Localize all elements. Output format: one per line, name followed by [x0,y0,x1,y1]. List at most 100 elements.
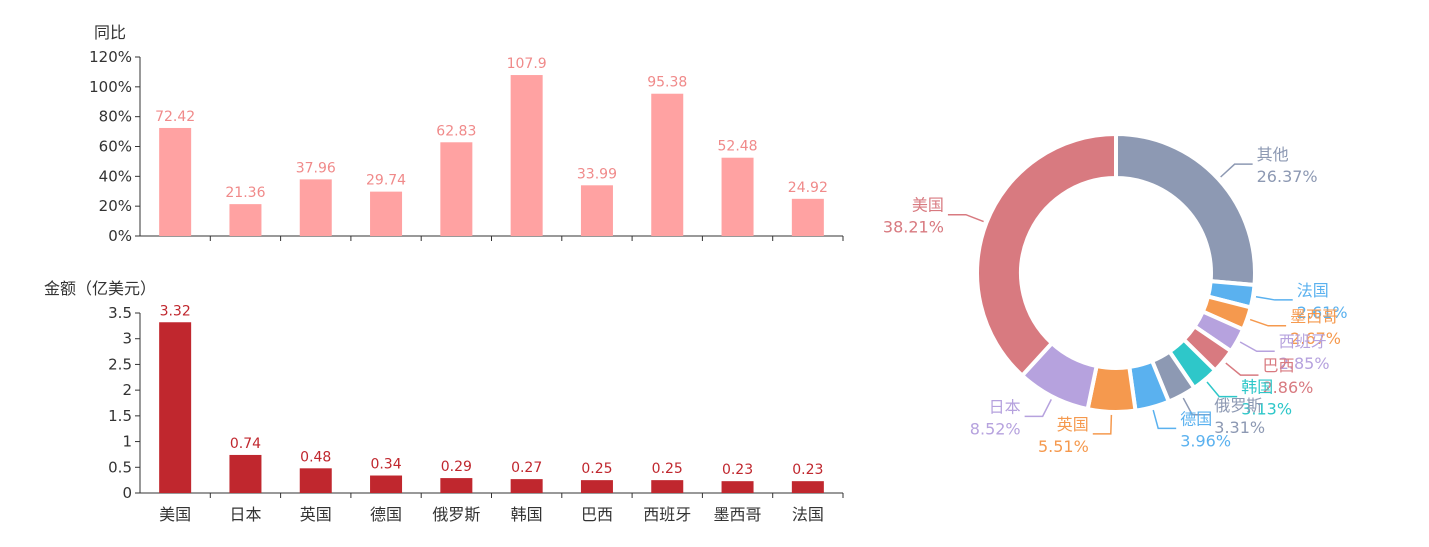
y-tick-label: 120% [89,48,132,66]
bar [299,179,332,236]
slice-name-label: 法国 [1297,281,1329,300]
leader-line [1024,399,1052,418]
bar [510,75,543,236]
leader-line [1206,381,1238,398]
x-tick-label: 日本 [229,505,261,524]
y-axis-title: 同比 [94,23,126,42]
bar-value-label: 37.96 [296,160,336,176]
slice-percent-label: 2.67% [1290,329,1341,348]
slice-name-label: 其他 [1257,145,1289,164]
bar-value-label: 3.32 [160,303,191,319]
slice-percent-label: 38.21% [883,218,944,237]
slice-percent-label: 5.51% [1038,437,1089,456]
bar [651,480,684,493]
y-tick-label: 60% [99,138,132,156]
donut-slice [1114,132,1257,287]
leader-line [1092,414,1113,435]
y-tick-label: 3.5 [108,304,132,322]
bar [580,185,613,236]
y-tick-label: 1.5 [108,407,132,425]
bar [440,478,473,493]
slice-name-label: 西班牙 [1279,332,1327,351]
yoy-bar-chart: 0% 20% 40% 60% 80% 100% 120% 同比 72.42 21.36 37.96 2… [89,23,844,245]
y-tick-label: 20% [99,197,132,215]
bar [721,481,754,493]
slice-percent-label: 3.31% [1214,418,1265,437]
bar [440,142,473,236]
bar-value-label: 0.25 [581,461,612,477]
y-tick-label: 40% [99,167,132,185]
leader-line [1152,409,1177,430]
bar [791,198,824,236]
amount-bar-chart: 0 0.5 1 1.5 2 2.5 3 3.5 金额（亿美元）3.32 美国 0.74 日本 0.48 英… [44,279,844,524]
y-tick-label: 2.5 [108,355,132,373]
bar-value-label: 0.34 [370,457,401,473]
y-tick-label: 2 [122,381,132,399]
y-tick-label: 0 [122,484,132,502]
y-tick-label: 0.5 [108,458,132,476]
x-tick-label: 墨西哥 [714,505,762,524]
bar-value-label: 0.29 [441,459,472,475]
slice-name-label: 日本 [989,397,1021,416]
bar [299,468,332,493]
bar [370,475,403,493]
x-tick-label: 西班牙 [643,505,691,524]
bar [159,322,192,493]
bar-value-label: 52.48 [718,139,758,155]
slice-percent-label: 2.61% [1297,303,1348,322]
leader-line [947,213,984,223]
slice-name-label: 墨西哥 [1290,307,1338,326]
bar [229,204,262,236]
bar-value-label: 33.99 [577,166,617,182]
bar [721,157,754,236]
bar [580,480,613,493]
share-donut-chart: 其他 26.37% 法国 2.61%墨西哥 2.67%西班牙 2.85%巴西 2.86%韩国… [883,132,1348,456]
x-tick-label: 德国 [370,505,402,524]
x-tick-label: 俄罗斯 [432,505,480,524]
y-tick-label: 0% [108,227,132,245]
x-tick-label: 美国 [159,505,191,524]
bar-value-label: 72.42 [155,109,195,125]
y-tick-label: 100% [89,78,132,96]
x-tick-label: 巴西 [581,505,613,524]
bar [651,93,684,237]
bar-value-label: 0.27 [511,460,542,476]
bar-value-label: 107.9 [507,56,547,72]
slice-percent-label: 3.96% [1180,431,1231,450]
slice-name-label: 美国 [912,196,944,215]
y-tick-label: 3 [122,330,132,348]
leader-line [1225,362,1259,376]
bar [159,127,192,236]
leader-line [1255,296,1293,301]
leader-line [1239,341,1275,352]
bar-value-label: 0.23 [722,462,753,478]
slice-percent-label: 2.85% [1279,354,1330,373]
bar [229,454,262,493]
x-tick-label: 法国 [792,505,824,524]
slice-name-label: 英国 [1057,415,1089,434]
slice-name-label: 韩国 [1241,378,1273,397]
y-tick-label: 1 [122,433,132,451]
bar-value-label: 95.38 [647,75,687,91]
bar-value-label: 62.83 [436,123,476,139]
x-tick-label: 韩国 [511,505,543,524]
slice-percent-label: 2.86% [1263,378,1314,397]
bar-value-label: 0.23 [792,462,823,478]
donut-slice [975,132,1118,378]
bar [510,479,543,493]
y-axis-title: 金额（亿美元） [44,279,156,298]
bar [791,481,824,493]
slice-percent-label: 26.37% [1257,167,1318,186]
slice-name-label: 德国 [1180,409,1212,428]
leader-line [1220,163,1253,178]
bar-value-label: 0.74 [230,436,261,452]
slice-percent-label: 8.52% [970,419,1021,438]
x-tick-label: 英国 [300,505,332,524]
leader-line [1249,318,1287,327]
leader-line [1182,397,1211,416]
bar-value-label: 24.92 [788,180,828,196]
slice-name-label: 俄罗斯 [1214,396,1262,415]
bar-value-label: 29.74 [366,173,406,189]
y-tick-label: 80% [99,108,132,126]
